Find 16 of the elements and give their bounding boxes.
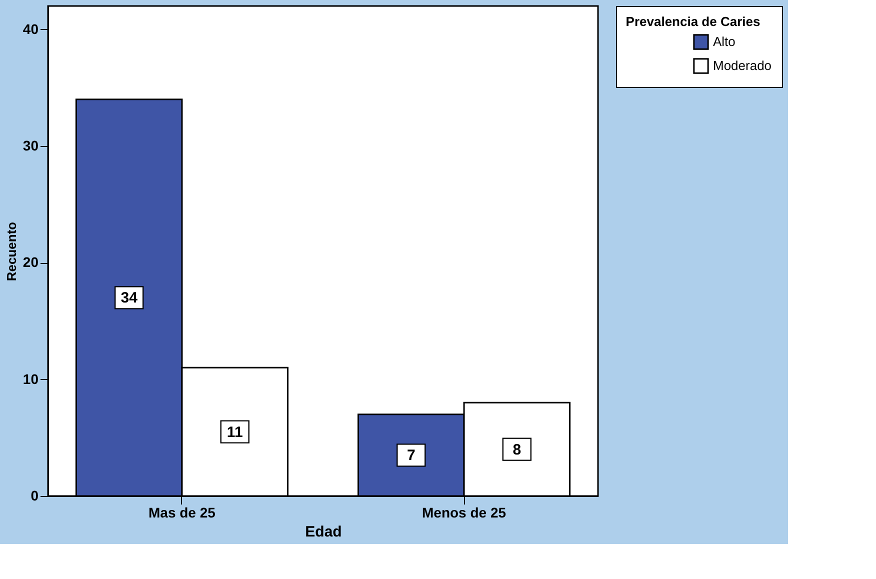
legend-label: Alto (713, 34, 736, 49)
y-axis-title: Recuento (4, 222, 19, 282)
x-axis-title: Edad (305, 524, 342, 540)
x-tick-label: Mas de 25 (148, 504, 216, 520)
y-tick-label: 30 (22, 138, 39, 154)
y-tick-label: 0 (30, 488, 39, 504)
y-tick-label: 40 (22, 20, 39, 37)
x-tick-label: Menos de 25 (422, 504, 506, 520)
data-label: 7 (406, 447, 416, 464)
y-tick-label: 20 (22, 254, 39, 270)
legend-label: Moderado (713, 58, 772, 73)
data-label: 34 (120, 290, 138, 307)
data-label: 8 (512, 441, 522, 458)
legend-title: Prevalencia de Caries (626, 14, 760, 29)
y-tick-label: 10 (22, 370, 39, 387)
data-label: 11 (226, 424, 243, 441)
